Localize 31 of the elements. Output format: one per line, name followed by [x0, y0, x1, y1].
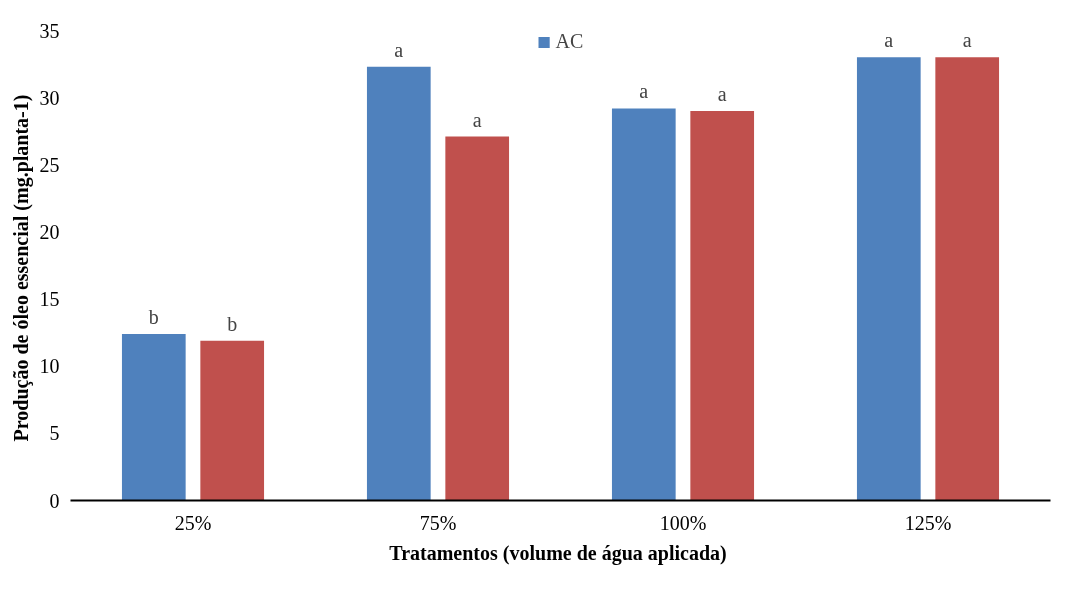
annotation: a [962, 29, 972, 52]
y-tick-label: 20 [39, 220, 60, 243]
y-tick-label: 10 [39, 355, 60, 378]
bar [200, 340, 265, 501]
bar [445, 136, 510, 501]
bar [121, 333, 186, 501]
bar [366, 66, 431, 501]
annotation: a [394, 38, 404, 61]
bar [690, 111, 755, 501]
y-tick-label: 15 [39, 288, 60, 311]
annotation: b [227, 312, 238, 335]
bar [856, 57, 921, 501]
annotation: b [148, 305, 159, 328]
x-tick-label: 75% [419, 511, 457, 534]
y-tick-label: 5 [49, 422, 60, 445]
y-tick-label: 25 [39, 153, 60, 176]
legend-label: AC [555, 30, 584, 53]
x-tick-label: 100% [659, 511, 707, 534]
bar [611, 108, 676, 501]
x-tick-label: 25% [174, 511, 212, 534]
x-tick-label: 125% [904, 511, 952, 534]
annotation: a [639, 80, 649, 103]
y-tick-label: 30 [39, 86, 60, 109]
y-axis-title: Produção de óleo essencial (mg.planta-1) [9, 94, 33, 442]
bar [935, 57, 1000, 501]
annotation: a [472, 108, 482, 131]
y-tick-label: 35 [39, 19, 60, 42]
x-axis-title: Tratamentos (volume de água aplicada) [389, 541, 727, 565]
annotation: a [884, 29, 894, 52]
annotation: a [717, 83, 727, 106]
y-tick-label: 0 [49, 489, 60, 512]
